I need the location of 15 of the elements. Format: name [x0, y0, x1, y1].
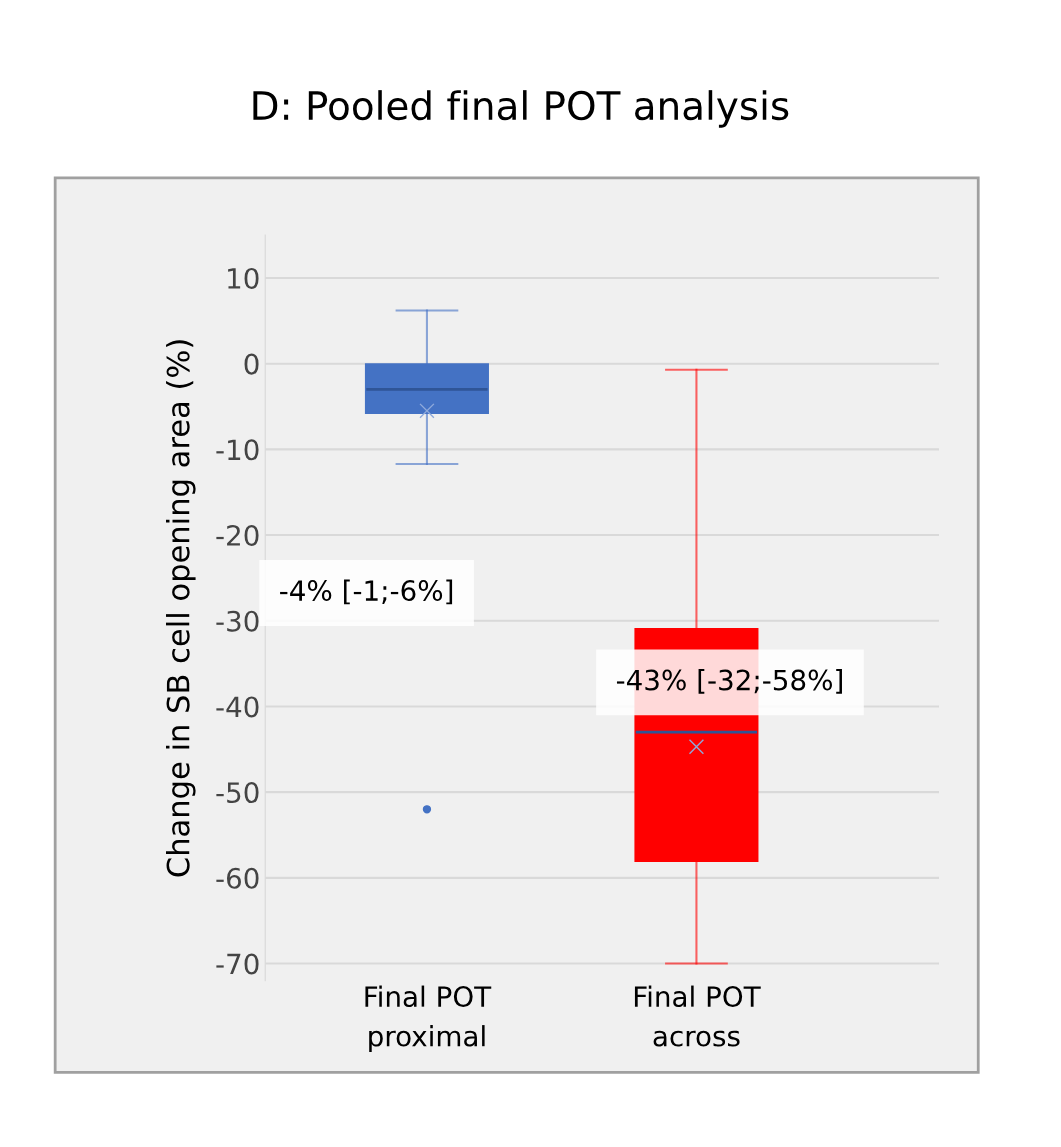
y-tick-label: 10	[228, 267, 259, 289]
y-tick-label: -50	[216, 782, 259, 804]
y-tick-label: 0	[244, 353, 259, 375]
annotation: -4% [-1;-6%]	[280, 579, 453, 605]
y-tick-label: -20	[216, 525, 259, 547]
y-axis-title: Change in SB cell opening area (%)	[166, 340, 196, 877]
y-tick-label: -60	[216, 867, 259, 889]
y-tick-label: -30	[216, 610, 259, 632]
x-tick-label: Final POT proximal	[365, 985, 492, 1052]
x-tick-label: Final POT across	[634, 985, 761, 1047]
chart-title: D: Pooled final POT analysis	[253, 90, 789, 128]
y-tick-label: -70	[216, 953, 259, 975]
y-tick-label: -40	[216, 696, 259, 718]
y-tick-label: -10	[216, 439, 259, 461]
annotation: -43% [-32;-58%]	[616, 669, 842, 694]
